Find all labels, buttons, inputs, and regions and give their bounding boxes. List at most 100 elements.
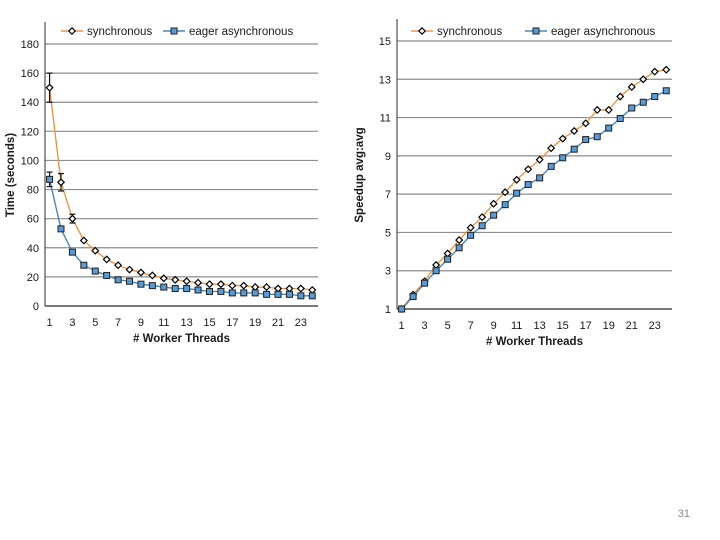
x-tick-label-13: 13 (181, 317, 193, 329)
marker-synchronous-8 (478, 213, 487, 222)
marker-synchronous-14 (547, 144, 556, 153)
marker-eager-asynchronous-21 (274, 290, 282, 298)
marker-eager-asynchronous-5 (444, 255, 452, 263)
marker-synchronous-22 (639, 75, 648, 84)
y-tick-label-20: 20 (27, 272, 39, 284)
marker-eager-asynchronous-8 (126, 277, 134, 285)
series-eager-asynchronous (398, 87, 670, 313)
marker-eager-asynchronous-4 (80, 261, 88, 269)
marker-eager-asynchronous-2 (57, 225, 65, 233)
marker-eager-asynchronous-3 (421, 279, 429, 287)
marker-eager-asynchronous-7 (467, 231, 475, 239)
marker-synchronous-21 (627, 82, 636, 91)
y-tick-label-5: 5 (385, 227, 391, 239)
slide-number: 31 (677, 508, 690, 520)
x-axis-label: # Worker Threads (486, 336, 583, 348)
marker-synchronous-22 (285, 284, 294, 293)
marker-synchronous-12 (171, 275, 180, 284)
y-tick-label-3: 3 (385, 266, 391, 278)
y-tick-label-7: 7 (385, 189, 391, 201)
marker-synchronous-11 (512, 175, 521, 184)
x-tick-label-7: 7 (468, 320, 474, 332)
marker-synchronous-2 (56, 178, 66, 187)
marker-eager-asynchronous-18 (593, 133, 601, 141)
marker-eager-asynchronous-10 (501, 201, 509, 209)
y-tick-label-140: 140 (21, 97, 39, 109)
y-tick-label-9: 9 (385, 151, 391, 163)
marker-synchronous-5 (91, 246, 100, 255)
legend-item-eager-asynchronous: eager asynchronous (525, 26, 655, 38)
marker-synchronous-10 (148, 271, 157, 280)
y-axis-label: Time (seconds) (5, 133, 17, 217)
marker-eager-asynchronous-1 (398, 305, 406, 313)
marker-eager-asynchronous-8 (478, 222, 486, 230)
marker-synchronous-3 (68, 214, 77, 223)
marker-synchronous-15 (558, 134, 567, 143)
marker-eager-asynchronous-13 (536, 174, 544, 182)
marker-eager-asynchronous-6 (455, 244, 463, 252)
marker-synchronous-6 (455, 236, 464, 245)
y-tick-label-1: 1 (385, 304, 391, 316)
legend-item-eager-asynchronous: eager asynchronous (163, 26, 293, 38)
marker-synchronous-13 (535, 155, 544, 164)
marker-synchronous-12 (524, 165, 533, 174)
marker-eager-asynchronous-13 (183, 285, 191, 293)
x-tick-label-23: 23 (295, 317, 307, 329)
x-tick-label-9: 9 (138, 317, 144, 329)
y-tick-label-11: 11 (380, 113, 391, 125)
legend-label-synchronous: synchronous (87, 26, 152, 38)
marker-synchronous-15 (205, 280, 214, 289)
marker-synchronous-16 (216, 280, 225, 289)
marker-eager-asynchronous-18 (240, 289, 248, 297)
marker-eager-asynchronous-16 (217, 287, 225, 295)
y-tick-label-0: 0 (33, 301, 39, 313)
marker-synchronous-17 (228, 281, 237, 290)
x-tick-label-21: 21 (272, 317, 284, 329)
marker-eager-asynchronous-19 (251, 289, 259, 297)
marker-synchronous-18 (593, 105, 602, 114)
marker-synchronous-9 (489, 199, 498, 208)
y-tick-label-100: 100 (21, 155, 39, 167)
marker-legend-eager-asynchronous-1 (170, 27, 178, 35)
series-eager-asynchronous (46, 171, 316, 300)
series-line-eager-asynchronous (48, 179, 313, 297)
marker-synchronous-7 (466, 223, 475, 232)
marker-synchronous-23 (650, 67, 659, 76)
marker-synchronous-19 (604, 105, 613, 114)
marker-eager-asynchronous-9 (137, 280, 145, 288)
marker-synchronous-16 (570, 126, 579, 136)
x-tick-label-23: 23 (649, 320, 661, 332)
marker-eager-asynchronous-1 (46, 175, 54, 183)
marker-synchronous-14 (194, 278, 203, 287)
marker-synchronous-20 (616, 92, 625, 101)
x-tick-label-15: 15 (203, 317, 215, 329)
marker-eager-asynchronous-2 (409, 293, 417, 301)
marker-synchronous-20 (262, 283, 271, 292)
x-tick-label-1: 1 (47, 317, 53, 329)
x-tick-label-11: 11 (158, 317, 169, 329)
y-axis-label: Speedup avg:avg (354, 127, 366, 222)
marker-eager-asynchronous-11 (513, 189, 521, 197)
marker-legend-synchronous-1 (417, 26, 427, 36)
marker-synchronous-19 (251, 283, 260, 292)
marker-synchronous-23 (296, 284, 305, 293)
y-tick-label-180: 180 (21, 39, 39, 51)
marker-eager-asynchronous-14 (194, 286, 202, 294)
y-tick-label-15: 15 (379, 36, 391, 48)
marker-synchronous-13 (182, 277, 191, 286)
marker-synchronous-9 (136, 268, 145, 277)
legend-label-eager-asynchronous: eager asynchronous (189, 26, 293, 38)
marker-eager-asynchronous-15 (205, 287, 213, 295)
x-tick-label-1: 1 (399, 320, 405, 332)
marker-synchronous-24 (662, 65, 671, 74)
x-tick-label-7: 7 (115, 317, 121, 329)
x-tick-label-17: 17 (580, 320, 592, 332)
marker-eager-asynchronous-20 (616, 115, 624, 123)
series-synchronous (45, 72, 317, 295)
x-tick-label-19: 19 (603, 320, 615, 332)
marker-eager-asynchronous-20 (263, 290, 271, 298)
marker-synchronous-17 (581, 119, 590, 128)
x-tick-label-3: 3 (422, 320, 428, 332)
